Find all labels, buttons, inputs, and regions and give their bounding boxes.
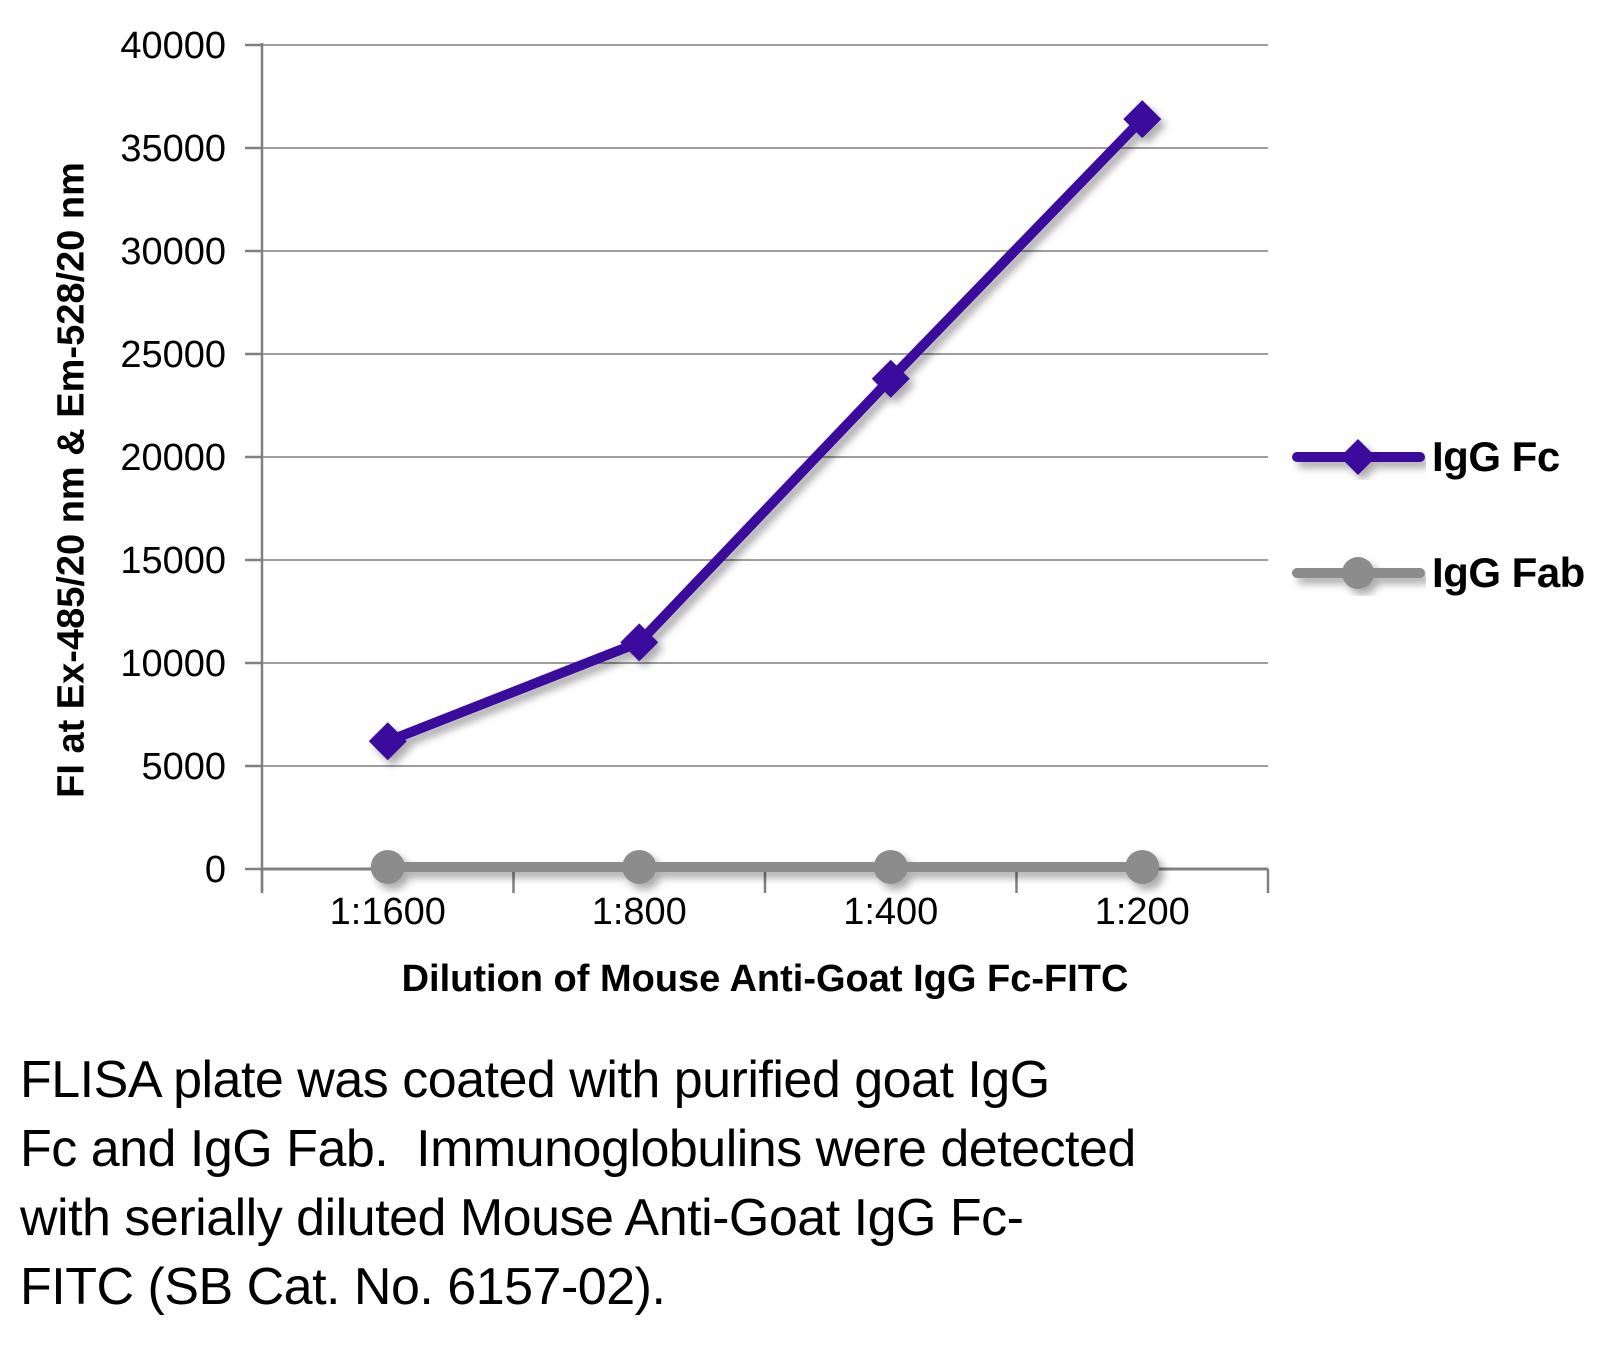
igg-fc-line-diamond-icon [1292,439,1425,475]
svg-text:35000: 35000 [120,128,226,170]
svg-text:1:400: 1:400 [843,891,938,933]
svg-text:10000: 10000 [120,643,226,685]
legend-item-igg-fc: IgG Fc [1292,433,1585,481]
caption-line: FLISA plate was coated with purified goa… [20,1051,1050,1109]
svg-text:5000: 5000 [141,746,226,788]
svg-text:15000: 15000 [120,540,226,582]
caption-line: FITC (SB Cat. No. 6157-02). [20,1258,666,1316]
svg-text:30000: 30000 [120,231,226,273]
igg-fab-line-circle-icon [1292,557,1425,589]
svg-text:1:200: 1:200 [1095,891,1190,933]
caption-line: Fc and IgG Fab. Immunoglobulins were det… [20,1120,1136,1178]
svg-text:1:800: 1:800 [592,891,687,933]
legend: IgG Fc IgG Fab [1292,433,1585,597]
line-chart-plot-area: 0 5000 10000 15000 20000 25000 30000 35000 40000… [120,25,1270,933]
legend-label-igg-fab: IgG Fab [1432,549,1585,596]
caption-line: with serially diluted Mouse Anti-Goat Ig… [20,1189,1024,1247]
figure-caption: FLISA plate was coated with purified goa… [20,1046,1136,1322]
svg-text:20000: 20000 [120,437,226,479]
svg-text:1:1600: 1:1600 [330,891,446,933]
legend-item-igg-fab: IgG Fab [1292,549,1585,597]
svg-text:40000: 40000 [120,25,226,67]
legend-label-igg-fc: IgG Fc [1432,433,1560,480]
x-axis-title: Dilution of Mouse Anti-Goat IgG Fc-FITC [401,958,1129,1000]
svg-text:25000: 25000 [120,334,226,376]
svg-text:0: 0 [205,849,226,891]
